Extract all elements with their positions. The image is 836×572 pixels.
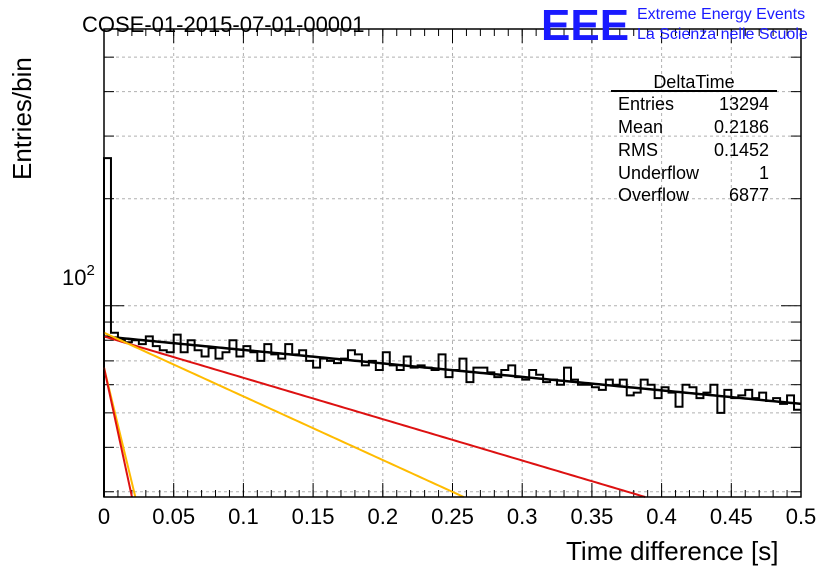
x-tick-label: 0.25 (431, 504, 474, 529)
run-title: COSE-01-2015-07-01-00001 (82, 12, 365, 37)
x-tick-label: 0.3 (507, 504, 538, 529)
y-tick-label-100: 102 (62, 262, 95, 290)
stats-label-overflow: Overflow (618, 185, 690, 205)
stats-label-mean: Mean (618, 117, 663, 137)
x-tick-label: 0.45 (710, 504, 753, 529)
x-tick-label: 0.15 (292, 504, 335, 529)
x-tick-label: 0 (98, 504, 110, 529)
x-tick-label: 0.2 (368, 504, 399, 529)
stats-value-mean: 0.2186 (714, 117, 769, 137)
stats-row: Overflow 6877 (618, 185, 769, 205)
histogram-outline (103, 157, 801, 497)
stats-row: RMS 0.1452 (618, 140, 769, 160)
stats-box-title: DeltaTime (653, 72, 734, 92)
x-tick-label: 0.5 (786, 504, 817, 529)
plot-frame (103, 28, 802, 498)
stats-value-underflow: 1 (759, 163, 769, 183)
stats-row: Entries 13294 (618, 94, 769, 114)
fit-curve-4 (103, 367, 133, 498)
fit-curve-2 (103, 331, 465, 498)
x-tick-labels: 0 0.05 0.1 0.15 0.2 0.25 0.3 0.35 0.4 0.45 0.5 (98, 504, 816, 529)
stats-row: Mean 0.2186 (618, 117, 769, 137)
stats-value-rms: 0.1452 (714, 140, 769, 160)
stats-row: Underflow 1 (618, 163, 769, 183)
stats-label-underflow: Underflow (618, 163, 700, 183)
x-tick-label: 0.05 (152, 504, 195, 529)
x-tick-label: 0.35 (570, 504, 613, 529)
y-axis-title: Entries/bin (7, 57, 37, 180)
stats-box: DeltaTime Entries 13294 Mean 0.2186 RMS … (611, 72, 777, 205)
stats-label-entries: Entries (618, 94, 674, 114)
fit-curve-0 (103, 335, 802, 406)
eee-logo: EEE (541, 1, 629, 50)
logo-line-1: Extreme Energy Events (637, 6, 805, 23)
grid-lines (104, 28, 801, 497)
stats-value-overflow: 6877 (729, 185, 769, 205)
fit-curves-layer (103, 331, 802, 498)
x-tick-label: 0.4 (646, 504, 677, 529)
x-tick-label: 0.1 (228, 504, 259, 529)
histogram-layer (103, 157, 801, 497)
stats-label-rms: RMS (618, 140, 658, 160)
stats-value-entries: 13294 (719, 94, 769, 114)
logo-line-2: La Scienza nelle Scuole (637, 26, 808, 43)
fit-curve-1 (103, 335, 646, 498)
x-axis-title: Time difference [s] (566, 536, 778, 566)
